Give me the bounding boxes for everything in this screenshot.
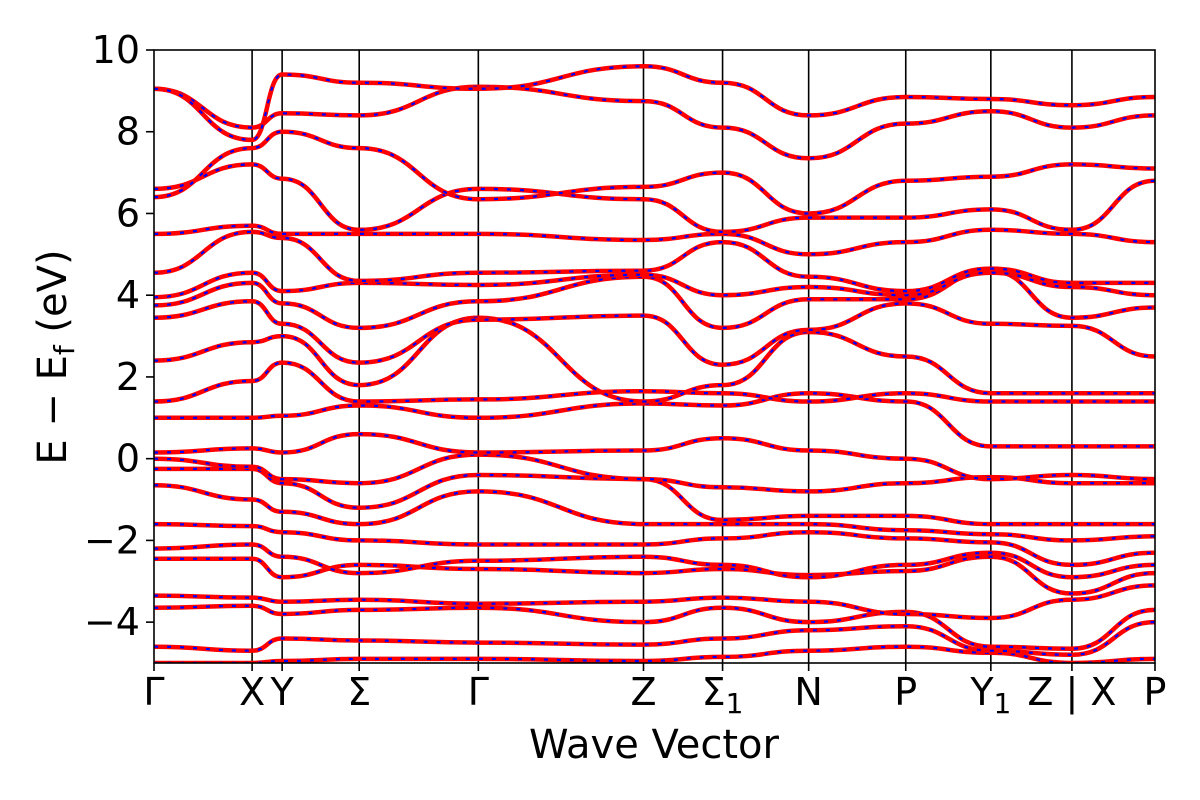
band-line-red <box>154 521 1155 568</box>
x-tick-label: Γ <box>468 670 489 714</box>
band-line-blue-dashed <box>154 584 1155 620</box>
band-line-blue-dashed <box>154 432 1155 481</box>
x-tick-label: N <box>794 670 822 714</box>
x-tick-label: X <box>239 670 265 714</box>
band-line-red <box>154 603 1155 651</box>
x-tick-label: P <box>894 670 917 714</box>
band-line-blue-dashed <box>154 621 1155 656</box>
y-tick-label: 10 <box>92 28 140 72</box>
x-tick-label: Z <box>630 670 656 714</box>
band-line-blue-dashed <box>154 555 1155 595</box>
band-line-red <box>154 129 1155 216</box>
band-line-red <box>154 315 1155 404</box>
band-line-blue-dashed <box>154 453 1155 493</box>
y-tick-label: 2 <box>116 355 140 399</box>
y-tick-label: 0 <box>116 437 140 481</box>
y-tick-label: −2 <box>84 518 140 562</box>
high-symmetry-lines <box>251 50 1073 663</box>
band-line-blue-dashed <box>154 361 1155 403</box>
band-line-red <box>154 64 1155 143</box>
x-tick-label: Z | X <box>1027 670 1116 715</box>
y-axis-title-main: E − E <box>30 355 76 465</box>
x-axis: Γ X Y Σ Γ Z Σ1 N P Y1 Z | X P <box>143 663 1166 720</box>
band-line-blue-dashed <box>154 230 1155 293</box>
plot-frame <box>153 49 1156 664</box>
bands-layer <box>154 64 1155 663</box>
band-line-blue-dashed <box>154 224 1155 256</box>
y-axis-title: E − Ef (eV) <box>30 249 81 464</box>
band-line-blue-dashed <box>154 484 1155 542</box>
y-axis: −4 −2 0 2 4 6 8 10 <box>84 28 154 644</box>
x-tick-label: Σ1 <box>702 670 744 720</box>
band-line-blue-dashed <box>154 163 1155 234</box>
y-tick-label: −4 <box>84 600 140 644</box>
x-tick-label: P <box>1144 670 1167 714</box>
x-axis-title: Wave Vector <box>529 722 780 768</box>
x-tick-label: Γ <box>143 670 164 714</box>
x-tick-label: Y <box>270 670 295 714</box>
x-tick-label: Σ <box>347 670 371 714</box>
y-tick-label: 6 <box>116 191 140 235</box>
band-line-red <box>154 299 1155 367</box>
band-line-blue-dashed <box>154 543 1155 579</box>
x-tick-label: Y1 <box>969 670 1011 720</box>
band-line-red <box>154 391 1155 449</box>
band-line-blue-dashed <box>154 467 1155 526</box>
band-line-red <box>154 270 1155 300</box>
band-line-red <box>154 84 1155 161</box>
y-axis-title-sub: f <box>48 344 81 355</box>
y-tick-label: 8 <box>116 110 140 154</box>
y-axis-title-unit: (eV) <box>30 249 76 345</box>
y-tick-label: 4 <box>116 273 140 317</box>
